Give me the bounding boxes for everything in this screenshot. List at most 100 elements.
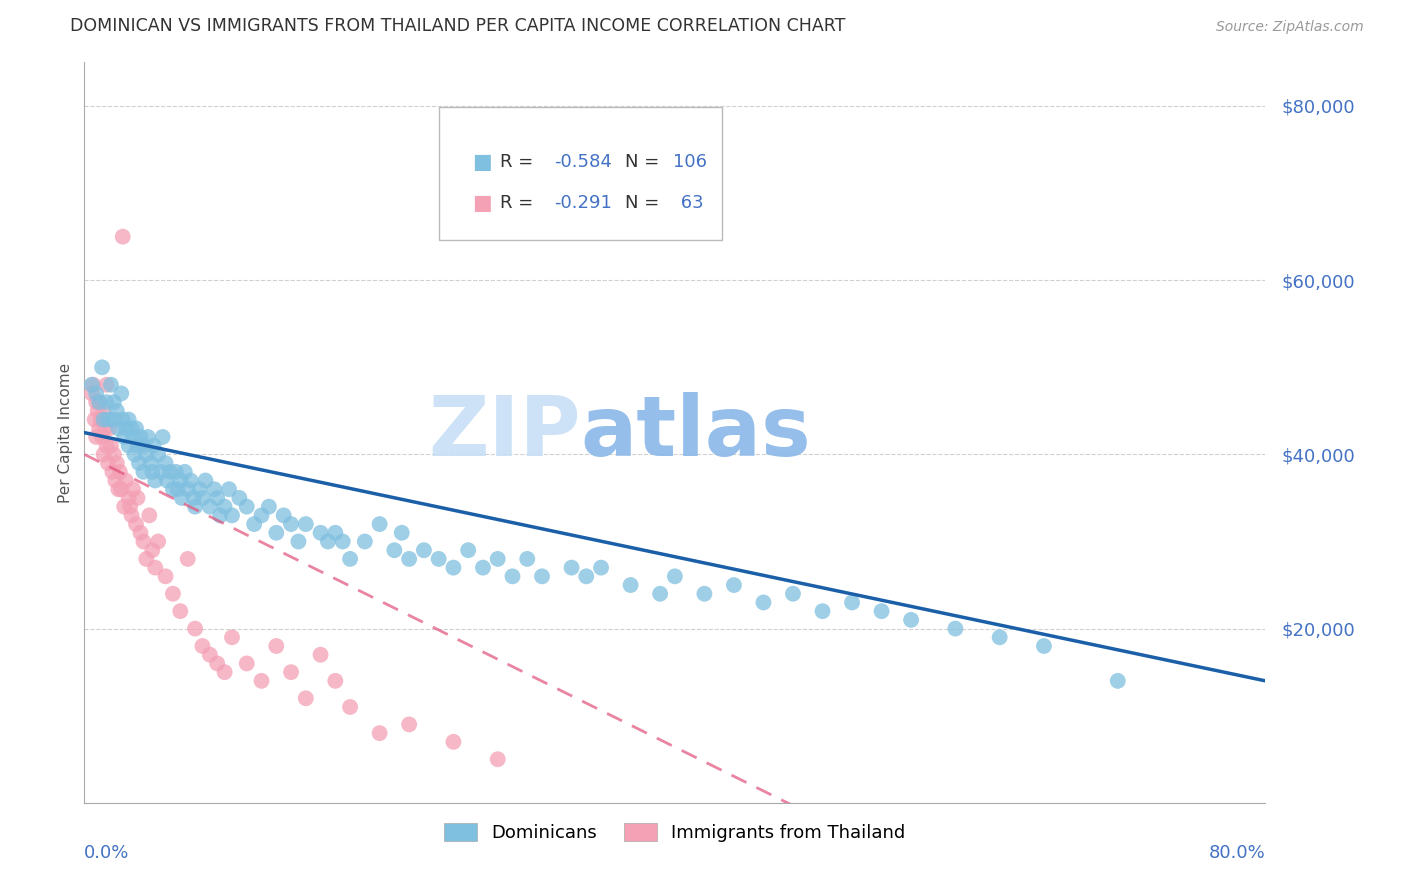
Point (118, 439, 141, 453)
Point (104, 474, 127, 488)
Point (91, 430, 114, 444)
Point (108, 465, 131, 479)
Point (280, 665, 302, 680)
Point (84, 430, 107, 444)
Point (325, 673, 347, 688)
Text: Source: ZipAtlas.com: Source: ZipAtlas.com (1216, 21, 1364, 34)
Point (80, 377, 103, 392)
Point (93, 404, 115, 418)
Point (591, 560, 613, 574)
Point (575, 569, 598, 583)
Point (501, 569, 523, 583)
Point (368, 517, 391, 532)
Point (103, 395, 125, 409)
Point (273, 508, 295, 523)
Point (443, 735, 465, 749)
Point (221, 630, 243, 644)
Point (650, 587, 672, 601)
Point (177, 552, 200, 566)
Point (105, 456, 128, 470)
Point (122, 430, 145, 444)
Point (191, 639, 214, 653)
Point (96, 439, 118, 453)
Point (112, 430, 135, 444)
Point (162, 482, 184, 496)
Point (141, 543, 163, 558)
Point (1107, 673, 1129, 688)
Point (87, 421, 111, 435)
Point (107, 482, 129, 496)
Text: ■: ■ (472, 153, 492, 172)
Point (250, 508, 273, 523)
Point (236, 657, 259, 671)
Point (472, 560, 495, 574)
Point (142, 439, 165, 453)
Text: 80.0%: 80.0% (1209, 844, 1265, 862)
Point (198, 648, 221, 662)
Point (811, 604, 834, 618)
Point (280, 517, 302, 532)
Point (165, 465, 187, 479)
Legend: Dominicans, Immigrants from Thailand: Dominicans, Immigrants from Thailand (437, 815, 912, 849)
Text: -0.291: -0.291 (554, 194, 612, 212)
Point (125, 517, 148, 532)
Point (250, 673, 273, 688)
Point (693, 587, 716, 601)
Point (561, 560, 583, 574)
Point (159, 465, 181, 479)
Point (121, 508, 143, 523)
Point (184, 622, 207, 636)
Point (236, 500, 259, 514)
Text: 0.0%: 0.0% (84, 844, 129, 862)
Text: N =: N = (626, 194, 665, 212)
Point (339, 552, 361, 566)
Point (169, 604, 191, 618)
Point (110, 482, 132, 496)
Point (128, 456, 150, 470)
Point (1033, 639, 1056, 653)
Point (148, 447, 170, 461)
FancyBboxPatch shape (439, 107, 723, 240)
Point (97, 456, 120, 470)
Point (427, 552, 450, 566)
Text: ■: ■ (472, 193, 492, 213)
Point (218, 482, 240, 496)
Point (86, 404, 108, 418)
Text: -0.584: -0.584 (554, 153, 612, 171)
Text: 63: 63 (675, 194, 703, 212)
Point (325, 525, 347, 540)
Point (127, 439, 149, 453)
Point (114, 474, 136, 488)
Point (413, 543, 436, 558)
Text: atlas: atlas (581, 392, 811, 473)
Point (177, 482, 200, 496)
Point (114, 421, 136, 435)
Point (723, 578, 745, 592)
Point (84, 395, 107, 409)
Point (82, 377, 104, 392)
Point (135, 447, 157, 461)
Point (96, 377, 118, 392)
Point (443, 560, 465, 574)
Point (287, 534, 309, 549)
Point (214, 500, 236, 514)
Point (841, 595, 863, 609)
Point (101, 465, 124, 479)
Point (191, 491, 214, 505)
Point (486, 552, 509, 566)
Point (143, 474, 166, 488)
Point (138, 508, 160, 523)
Point (162, 587, 184, 601)
Point (354, 534, 377, 549)
Point (184, 500, 207, 514)
Point (120, 500, 142, 514)
Point (170, 491, 193, 505)
Point (166, 482, 188, 496)
Point (295, 517, 318, 532)
Point (100, 439, 122, 453)
Point (91, 360, 114, 375)
Point (752, 595, 775, 609)
Point (122, 482, 145, 496)
Point (180, 474, 202, 488)
Point (127, 491, 149, 505)
